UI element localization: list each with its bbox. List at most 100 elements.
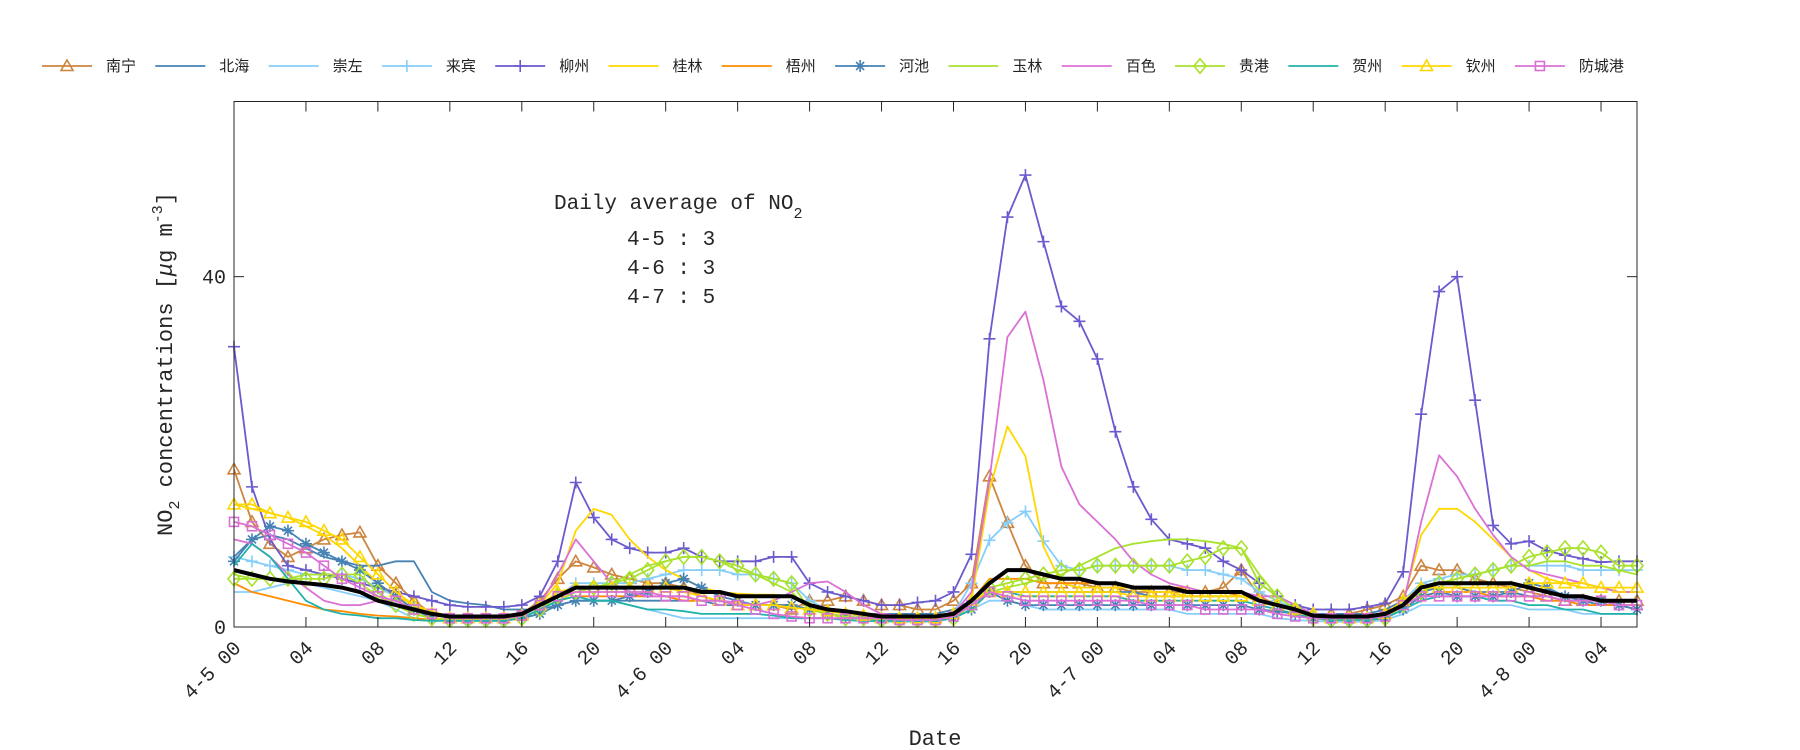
diamond-marker <box>676 548 691 566</box>
legend-label: 崇左 <box>333 57 363 75</box>
square-marker <box>1092 595 1103 607</box>
square-marker <box>750 604 761 615</box>
triangle-marker <box>1611 579 1627 593</box>
series-layer <box>226 169 1645 629</box>
plus-marker <box>965 548 978 561</box>
plus-marker <box>1397 565 1410 578</box>
legend-label: 梧州 <box>786 57 816 75</box>
triangle-marker <box>59 58 75 72</box>
legend-label: 贺州 <box>1352 57 1382 75</box>
square-marker <box>696 595 707 607</box>
square-marker <box>1271 608 1283 620</box>
triangle-marker <box>1575 575 1591 589</box>
annotation-line: 4-6 : 3 <box>627 258 715 281</box>
plus-marker <box>551 555 564 568</box>
x-tick-label: 04 <box>1149 638 1182 671</box>
square-marker <box>786 611 797 622</box>
triangle-marker <box>568 553 584 567</box>
plus-marker <box>1055 300 1068 313</box>
y-label-sup: -3 <box>150 205 167 223</box>
asterisk-marker <box>371 577 384 590</box>
square-marker <box>246 520 258 532</box>
legend-item-桂林: 桂林 <box>608 57 703 75</box>
plus-marker <box>605 533 618 546</box>
square-marker <box>840 612 851 624</box>
x-tick-label: 4-5 00 <box>180 638 247 705</box>
legend-item-防城港: 防城港 <box>1514 57 1624 75</box>
square-marker <box>1074 595 1085 607</box>
plus-marker <box>569 476 582 489</box>
x-tick-label: 20 <box>1005 638 1038 671</box>
diamond-marker <box>1144 557 1159 575</box>
square-marker <box>264 529 276 541</box>
plus-marker <box>263 559 276 572</box>
x-tick-label: 08 <box>1221 638 1254 671</box>
legend-item-钦州: 钦州 <box>1401 57 1496 75</box>
diamond-marker <box>1504 557 1519 575</box>
annotation-title-sub: 2 <box>793 206 802 223</box>
diamond-marker <box>1558 539 1573 557</box>
diamond-marker <box>334 566 349 583</box>
triangle-marker <box>1557 575 1573 589</box>
square-marker <box>1200 604 1211 615</box>
diamond-marker <box>352 566 367 583</box>
diamond-marker <box>1162 557 1177 575</box>
triangle-marker <box>352 549 368 563</box>
plus-marker <box>947 585 960 598</box>
plus-marker <box>1127 480 1140 493</box>
square-marker <box>1182 599 1193 611</box>
plus-marker <box>245 480 258 493</box>
x-axis-label: Date <box>909 727 962 750</box>
triangle-marker <box>316 523 332 536</box>
square-marker <box>984 586 995 598</box>
plot-area <box>234 101 1637 627</box>
x-tick-label: 08 <box>789 638 822 671</box>
average-line <box>233 568 1637 619</box>
triangle-marker <box>244 496 260 510</box>
plus-marker <box>659 546 672 559</box>
diamond-marker <box>1432 574 1447 592</box>
plus-marker <box>245 555 258 568</box>
y-axis-label: NO2 concentrations [μg m-3] <box>150 192 184 536</box>
legend-item-玉林: 玉林 <box>948 57 1042 75</box>
square-marker <box>1164 599 1175 611</box>
plus-marker <box>1235 564 1248 577</box>
triangle-marker <box>946 593 961 607</box>
plus-marker <box>1073 315 1086 328</box>
square-marker <box>1235 604 1247 615</box>
plus-marker <box>1037 235 1050 248</box>
legend-item-崇左: 崇左 <box>268 57 363 75</box>
diamond-marker <box>1540 544 1555 562</box>
square-marker <box>822 612 833 624</box>
triangle-marker <box>316 531 332 545</box>
plus-marker <box>1217 568 1230 581</box>
diamond-marker <box>784 574 799 592</box>
square-marker <box>1469 591 1481 602</box>
plus-marker <box>1001 516 1014 529</box>
triangle-marker <box>586 559 602 573</box>
legend-item-南宁: 南宁 <box>42 57 136 75</box>
plus-marker <box>425 594 438 607</box>
square-marker <box>1038 595 1049 607</box>
plus-marker <box>1001 211 1014 224</box>
legend-label: 贵港 <box>1239 57 1269 75</box>
asterisk-marker <box>263 520 276 533</box>
legend-label: 北海 <box>219 57 249 75</box>
annotation-title: Daily average of NO2 <box>554 193 802 223</box>
diamond-marker <box>1198 548 1213 566</box>
triangle-marker <box>1419 58 1434 72</box>
x-tick-label: 04 <box>286 638 319 671</box>
plus-marker <box>1181 564 1194 577</box>
x-tick-label: 16 <box>933 638 966 671</box>
plus-marker <box>749 555 762 568</box>
triangle-marker <box>1215 588 1231 602</box>
square-marker <box>1534 60 1546 72</box>
legend-item-百色: 百色 <box>1061 57 1156 75</box>
diamond-marker <box>658 552 673 570</box>
x-tick-label: 12 <box>1293 638 1326 671</box>
square-marker <box>678 591 689 602</box>
square-marker <box>1505 591 1517 602</box>
legend-item-来宾: 来宾 <box>381 57 476 75</box>
plus-marker <box>1217 555 1230 568</box>
plus-marker <box>983 332 996 345</box>
